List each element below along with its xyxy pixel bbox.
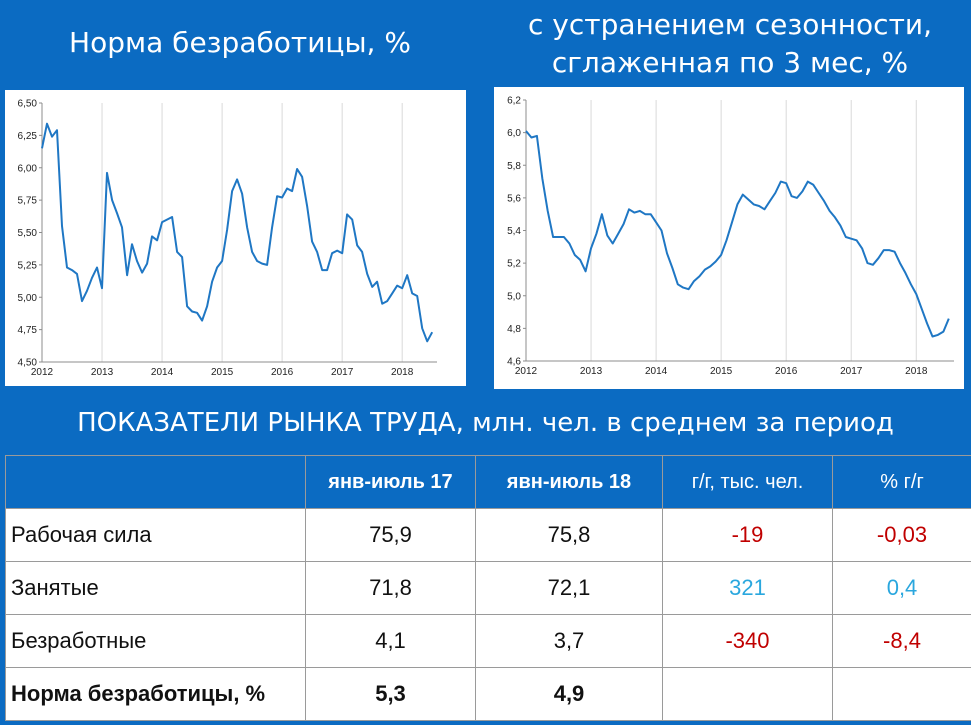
- x-tick-label: 2013: [580, 366, 603, 377]
- x-tick-label: 2014: [645, 366, 668, 377]
- value-2018: 72,1: [476, 562, 663, 615]
- x-tick-label: 2014: [151, 367, 174, 378]
- header-yoy-pct: % г/г: [833, 456, 971, 509]
- value-2018: 4,9: [476, 668, 663, 721]
- x-tick-label: 2017: [840, 366, 863, 377]
- y-tick-label: 5,2: [507, 259, 521, 270]
- value-yoy-abs: -340: [663, 615, 833, 668]
- value-yoy-pct: [833, 668, 971, 721]
- row-label: Занятые: [6, 562, 306, 615]
- y-tick-label: 6,00: [18, 163, 38, 174]
- chart-title-left: Норма безработицы, %: [10, 24, 470, 62]
- y-tick-label: 6,2: [507, 96, 521, 107]
- y-tick-label: 5,4: [507, 226, 521, 237]
- y-tick-label: 5,6: [507, 193, 521, 204]
- y-tick-label: 5,8: [507, 161, 521, 172]
- x-tick-label: 2012: [515, 366, 538, 377]
- seasonally-adjusted-chart: 6,2 6,0 5,8 5,6 5,4 5,2 5,0 4,8 4,6 2012 2013 2014 2…: [494, 87, 964, 389]
- value-2017: 4,1: [306, 615, 476, 668]
- y-tick-label: 5,00: [18, 293, 38, 304]
- table-row: Норма безработицы, % 5,3 4,9: [6, 668, 971, 721]
- row-label: Безработные: [6, 615, 306, 668]
- table-row: Занятые 71,8 72,1 321 0,4: [6, 562, 971, 615]
- header-period-2018: явн-июль 18: [476, 456, 663, 509]
- value-yoy-pct: 0,4: [833, 562, 971, 615]
- series-line: [526, 131, 949, 337]
- x-tick-label: 2016: [271, 367, 294, 378]
- table-header-row: янв-июль 17 явн-июль 18 г/г, тыс. чел. %…: [6, 456, 971, 509]
- value-yoy-pct: -8,4: [833, 615, 971, 668]
- header-yoy-abs: г/г, тыс. чел.: [663, 456, 833, 509]
- row-label: Норма безработицы, %: [6, 668, 306, 721]
- y-tick-label: 4,75: [18, 325, 38, 336]
- y-tick-label: 5,75: [18, 196, 38, 207]
- x-tick-label: 2015: [710, 366, 733, 377]
- unemployment-rate-chart-svg: 6,506,256,005,755,505,255,004,754,502012…: [5, 90, 466, 386]
- value-yoy-pct: -0,03: [833, 509, 971, 562]
- row-label: Рабочая сила: [6, 509, 306, 562]
- y-tick-label: 5,25: [18, 260, 38, 271]
- labor-market-table: янв-июль 17 явн-июль 18 г/г, тыс. чел. %…: [5, 455, 971, 721]
- table-row: Рабочая сила 75,9 75,8 -19 -0,03: [6, 509, 971, 562]
- x-tick-label: 2015: [211, 367, 234, 378]
- table-row: Безработные 4,1 3,7 -340 -8,4: [6, 615, 971, 668]
- value-yoy-abs: 321: [663, 562, 833, 615]
- y-tick-label: 5,0: [507, 291, 521, 302]
- x-tick-label: 2018: [391, 367, 414, 378]
- y-tick-label: 6,50: [18, 99, 38, 110]
- y-tick-label: 4,8: [507, 324, 521, 335]
- value-2017: 5,3: [306, 668, 476, 721]
- value-2017: 71,8: [306, 562, 476, 615]
- x-tick-label: 2013: [91, 367, 114, 378]
- x-tick-label: 2012: [31, 367, 54, 378]
- value-2018: 3,7: [476, 615, 663, 668]
- header-period-2017: янв-июль 17: [306, 456, 476, 509]
- header-blank: [6, 456, 306, 509]
- series-line: [42, 124, 432, 342]
- y-tick-label: 6,0: [507, 128, 521, 139]
- x-tick-label: 2016: [775, 366, 798, 377]
- value-yoy-abs: [663, 668, 833, 721]
- x-tick-label: 2018: [905, 366, 928, 377]
- value-yoy-abs: -19: [663, 509, 833, 562]
- y-tick-label: 5,50: [18, 228, 38, 239]
- chart-title-right-line1: с устранением сезонности,: [500, 6, 960, 44]
- chart-title-right: с устранением сезонности, сглаженная по …: [500, 6, 960, 82]
- value-2018: 75,8: [476, 509, 663, 562]
- y-tick-label: 6,25: [18, 131, 38, 142]
- value-2017: 75,9: [306, 509, 476, 562]
- x-tick-label: 2017: [331, 367, 354, 378]
- section-heading: ПОКАЗАТЕЛИ РЫНКА ТРУДА, млн. чел. в сред…: [0, 405, 971, 441]
- unemployment-rate-chart: 6,50 6,25 6,00 5,75 5,50 5,25 5,00 4,75 4,50 2012…: [5, 90, 466, 386]
- chart-title-right-line2: сглаженная по 3 мес, %: [500, 44, 960, 82]
